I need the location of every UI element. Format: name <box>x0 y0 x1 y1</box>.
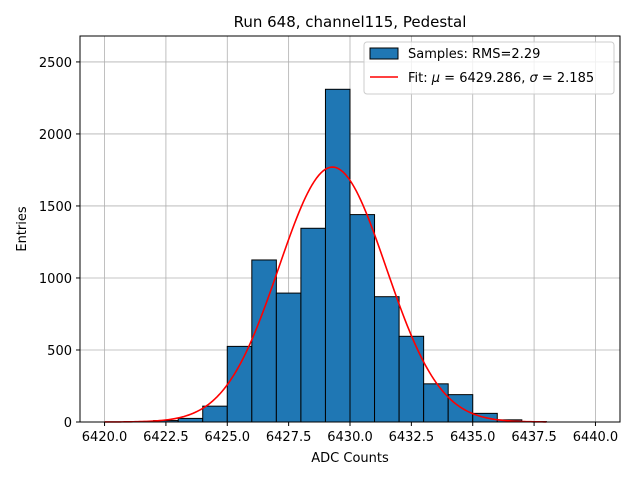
x-tick-label: 6420.0 <box>82 430 128 445</box>
y-tick-label: 2500 <box>39 56 72 71</box>
fit-curve <box>104 166 547 423</box>
histogram-bars <box>153 88 547 423</box>
y-tick-label: 1500 <box>39 200 72 215</box>
y-tick-label: 1000 <box>39 272 72 287</box>
histogram-bar <box>423 383 449 423</box>
histogram-bar <box>275 292 302 423</box>
histogram-bar <box>300 227 326 423</box>
histogram-bar <box>374 296 400 423</box>
histogram-bar <box>349 214 376 423</box>
x-tick-label: 6437.5 <box>511 430 557 445</box>
x-axis-ticks: 6420.0 6422.5 6425.0 6427.5 6430.0 6432.5 6435… <box>82 422 618 445</box>
legend-box <box>363 41 615 95</box>
legend-sigma-symbol: σ <box>530 71 539 86</box>
legend: Samples: RMS=2.29 Fit: μ = 6429.286, σ =… <box>363 41 615 95</box>
legend-samples-swatch <box>369 47 399 60</box>
x-tick-label: 6430.0 <box>327 430 373 445</box>
histogram-bar <box>202 405 228 423</box>
histogram-bar <box>398 335 425 423</box>
histogram-bar <box>324 88 351 423</box>
x-axis-label: ADC Counts <box>311 451 389 466</box>
legend-samples-label: Samples: RMS=2.29 <box>408 47 540 62</box>
x-tick-label: 6427.5 <box>266 430 312 445</box>
histogram-bar <box>177 417 204 423</box>
legend-fit-label: Fit: μ = 6429.286, σ = 2.185 <box>408 71 594 86</box>
y-tick-label: 500 <box>47 344 72 359</box>
x-tick-label: 6425.0 <box>205 430 251 445</box>
histogram-bar <box>226 345 253 423</box>
y-axis-ticks: 0 500 1000 1500 2000 2500 <box>39 56 80 431</box>
histogram-bar <box>447 394 474 423</box>
legend-mu-symbol: μ <box>431 71 440 86</box>
y-axis-label: Entries <box>15 206 30 252</box>
x-tick-label: 6440.0 <box>573 430 619 445</box>
y-tick-label: 0 <box>64 416 72 431</box>
x-tick-label: 6435.0 <box>450 430 496 445</box>
legend-sigma-value: = 2.185 <box>538 71 594 86</box>
legend-fit-prefix: Fit: <box>408 71 432 86</box>
legend-mu-value: = 6429.286, <box>440 71 529 86</box>
x-tick-label: 6422.5 <box>143 430 189 445</box>
x-tick-label: 6432.5 <box>389 430 435 445</box>
chart-title: Run 648, channel115, Pedestal <box>234 13 467 31</box>
y-tick-label: 2000 <box>39 128 72 143</box>
